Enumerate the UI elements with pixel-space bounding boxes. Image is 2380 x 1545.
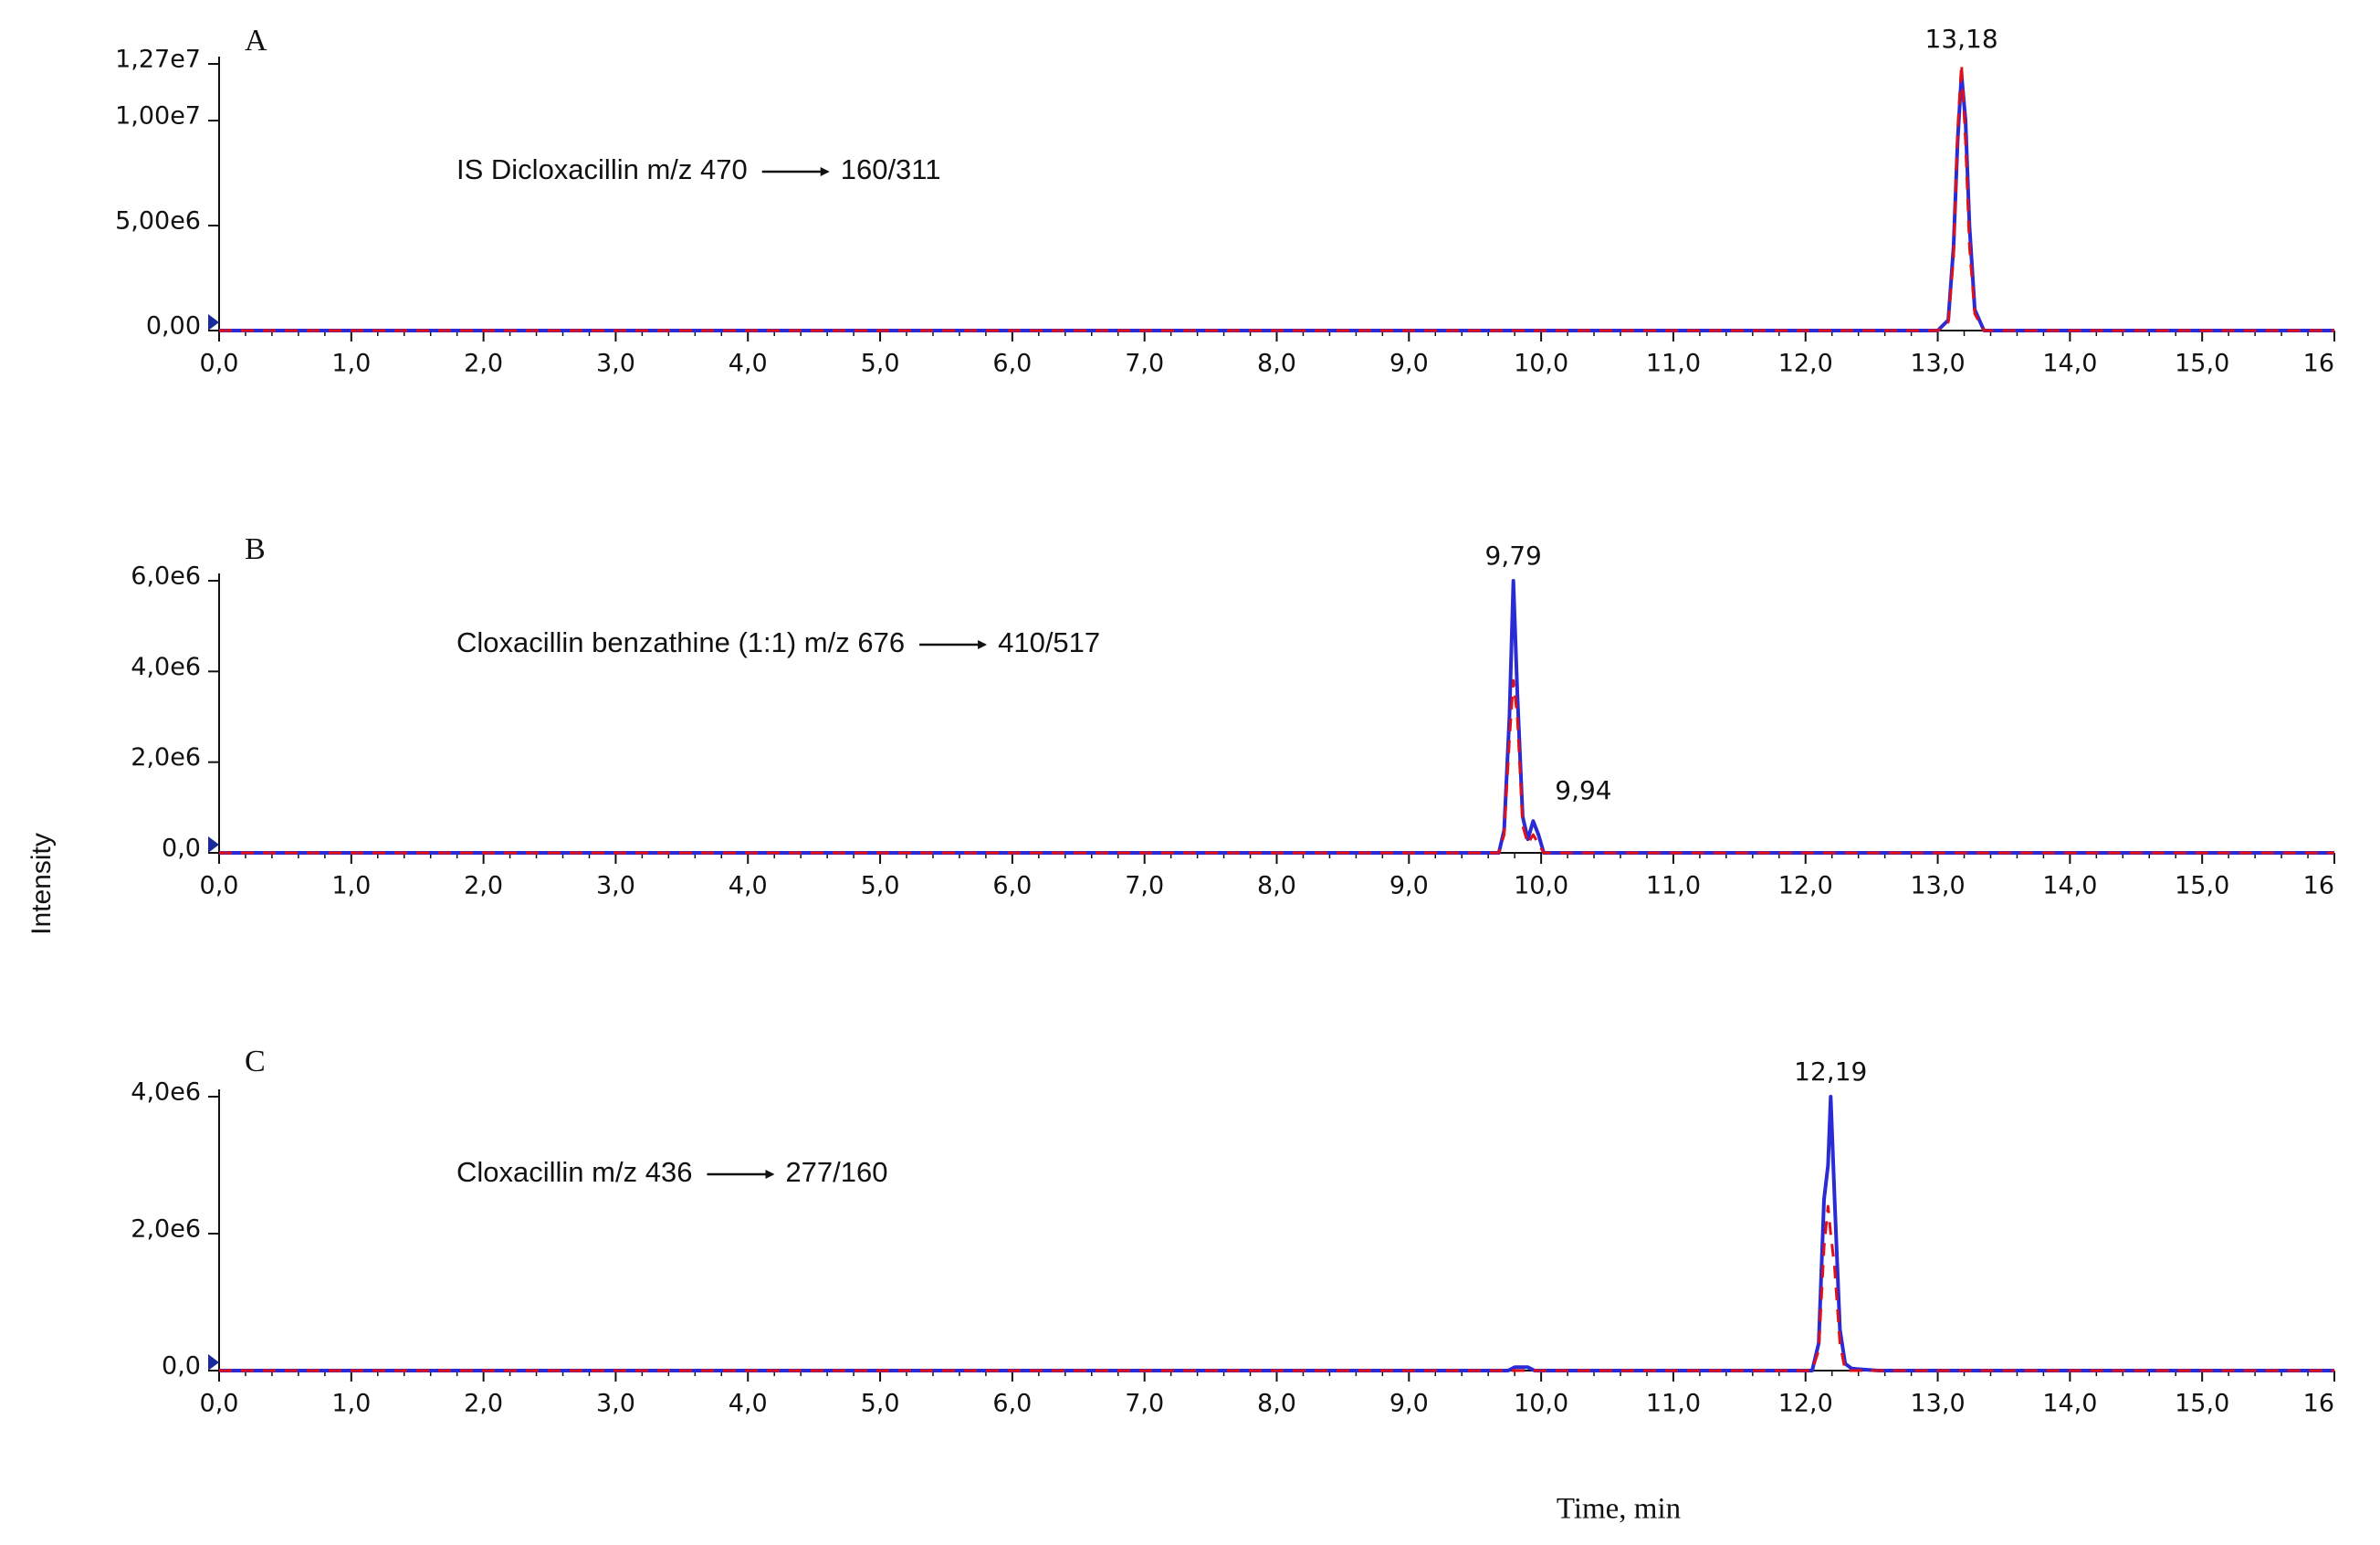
x-tick-label: 2,0 [464,1390,503,1418]
x-tick-label: 0,0 [200,1390,239,1418]
y-tick-label: 6,0e6 [131,562,201,591]
x-tick-label: 10,0 [1514,872,1568,900]
x-tick-label: 1,0 [331,1390,371,1418]
x-tick-label: 13,0 [1911,1390,1966,1418]
x-tick-label: 5,0 [861,1390,900,1418]
y-tick-label: 1,27e7 [115,46,201,74]
x-tick-label: 0,0 [200,872,239,900]
trace [219,579,2334,855]
x-tick-label: 5,0 [861,872,900,900]
x-tick-label: 16 [2303,1390,2334,1418]
x-tick-label: 4,0 [729,1390,768,1418]
x-tick-label: 8,0 [1257,350,1296,378]
x-tick-label: 15,0 [2175,1390,2229,1418]
x-tick-label: 3,0 [596,1390,635,1418]
x-tick-label: 11,0 [1646,872,1701,900]
x-tick-label: 13,0 [1911,872,1966,900]
x-tick-label: 3,0 [596,350,635,378]
x-tick-label: 16 [2303,872,2334,900]
x-tick-label: 5,0 [861,350,900,378]
start-marker [208,836,219,853]
x-tick-label: 10,0 [1514,1390,1568,1418]
x-tick-label: 0,0 [200,350,239,378]
x-tick-label: 6,0 [992,350,1032,378]
trace [219,1204,2334,1372]
panel-letter: C [245,1045,266,1078]
x-tick-label: 10,0 [1514,350,1568,378]
annotation: IS Dicloxacillin m/z 470 [456,153,748,185]
start-marker [208,314,219,331]
x-tick-label: 14,0 [2042,872,2097,900]
x-tick-label: 9,0 [1389,872,1429,900]
annotation: 160/311 [841,153,941,185]
x-tick-label: 12,0 [1778,872,1833,900]
peak-label: 13,18 [1925,24,1998,54]
x-tick-label: 1,0 [331,350,371,378]
peak-label: 9,79 [1485,541,1542,571]
panel-letter: A [245,24,267,58]
trace [219,62,2334,332]
x-tick-label: 11,0 [1646,1390,1701,1418]
x-tick-label: 14,0 [2042,350,2097,378]
trace [219,1095,2334,1372]
x-tick-label: 12,0 [1778,350,1833,378]
x-tick-label: 4,0 [729,872,768,900]
x-tick-label: 6,0 [992,872,1032,900]
peak-label: 9,94 [1555,775,1611,805]
trace [219,72,2334,332]
trace [219,678,2334,855]
x-tick-label: 13,0 [1911,350,1966,378]
y-tick-label: 5,00e6 [115,207,201,236]
x-tick-label: 8,0 [1257,872,1296,900]
x-tick-label: 7,0 [1125,872,1164,900]
panel-letter: B [245,532,266,566]
annotation: 410/517 [998,626,1100,658]
x-tick-label: 12,0 [1778,1390,1833,1418]
annotation: Cloxacillin benzathine (1:1) m/z 676 [456,626,905,658]
x-tick-label: 3,0 [596,872,635,900]
x-tick-label: 9,0 [1389,350,1429,378]
x-tick-label: 2,0 [464,872,503,900]
annotation: Cloxacillin m/z 436 [456,1156,692,1188]
x-tick-label: 11,0 [1646,350,1701,378]
x-tick-label: 15,0 [2175,350,2229,378]
x-axis-label: Time, min [1557,1493,1681,1526]
start-marker [208,1354,219,1371]
x-tick-label: 1,0 [331,872,371,900]
y-tick-label: 4,0e6 [131,653,201,681]
x-tick-label: 15,0 [2175,872,2229,900]
x-tick-label: 8,0 [1257,1390,1296,1418]
y-tick-label: 0,00 [146,312,201,341]
annotation: 277/160 [785,1156,887,1188]
y-tick-label: 0,0 [162,835,201,863]
y-axis-label: Intensity [26,833,57,935]
x-tick-label: 9,0 [1389,1390,1429,1418]
x-tick-label: 7,0 [1125,1390,1164,1418]
x-tick-label: 6,0 [992,1390,1032,1418]
peak-label: 12,19 [1794,1056,1867,1087]
x-tick-label: 7,0 [1125,350,1164,378]
y-tick-label: 1,00e7 [115,102,201,131]
y-tick-label: 2,0e6 [131,743,201,772]
x-tick-label: 16 [2303,350,2334,378]
y-tick-label: 4,0e6 [131,1078,201,1107]
x-tick-label: 14,0 [2042,1390,2097,1418]
x-tick-label: 2,0 [464,350,503,378]
y-tick-label: 0,0 [162,1352,201,1381]
y-tick-label: 2,0e6 [131,1215,201,1244]
x-tick-label: 4,0 [729,350,768,378]
